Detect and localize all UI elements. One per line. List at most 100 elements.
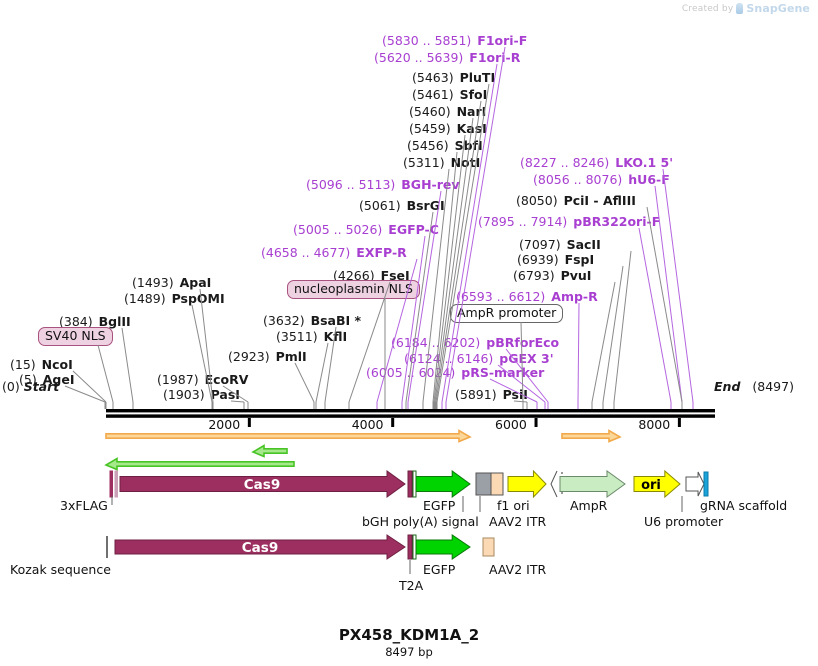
feature-label-3xflag: 3xFLAG: [60, 498, 108, 513]
feature-nls-left: [114, 470, 118, 498]
feature-egfp-row2: [415, 534, 471, 560]
annotation-name: PspOMI: [171, 291, 225, 306]
feature-aav2-itr-peach: [490, 472, 504, 496]
annotation-position: (8227 .. 8246): [520, 155, 610, 170]
feature-inline-label-ori: ori: [641, 478, 661, 493]
annotation-position: (1489): [124, 291, 166, 306]
annotation-label-kfli: (3511) KflI: [276, 330, 347, 344]
annotation-position: (5311): [403, 155, 445, 170]
annotation-label-hu6-f: (8056 .. 8076) hU6-F: [533, 173, 670, 187]
annotation-position: (5830 .. 5851): [382, 33, 472, 48]
feature-arrows: Cas9 ori Cas9: [106, 469, 709, 574]
leader-line: [513, 400, 528, 403]
annotation-name: PmlI: [275, 349, 307, 364]
leader-line: [422, 168, 450, 403]
leader-line: [72, 370, 107, 403]
annotation-name: PasI: [210, 387, 240, 402]
feature-label-egfp: EGFP: [423, 498, 456, 513]
annotation-label-f1ori-r: (5620 .. 5639) F1ori-R: [374, 51, 520, 65]
annotation-name: pBRforEco: [486, 335, 560, 350]
annotation-label-fsei: (4266) FseI: [333, 269, 410, 283]
annotation-position: (1493): [132, 275, 174, 290]
leader-line: [222, 385, 249, 403]
annotation-position: (8056 .. 8076): [533, 172, 623, 187]
annotation-position: (6939): [517, 252, 559, 267]
annotation-name: pGEX 3': [499, 351, 554, 366]
leader-line: [294, 362, 315, 403]
feature-grna-scaffold: [703, 471, 709, 497]
feature-box-sv40-nls: SV40 NLS: [38, 327, 113, 346]
leader-line: [199, 288, 214, 403]
leader-line: [434, 117, 474, 403]
annotation-position: (4658 .. 4677): [261, 245, 351, 260]
annotation-name: PsiI: [502, 387, 528, 402]
watermark-brand: SnapGene: [746, 2, 810, 15]
annotation-name: BsaBI *: [310, 313, 362, 328]
annotation-name: PluTI: [459, 70, 496, 85]
leader-line: [445, 46, 506, 403]
annotation-position: (5460): [409, 104, 451, 119]
annotation-name: AgeI: [42, 372, 75, 387]
annotation-position: (5): [19, 372, 37, 387]
ruler-tick-label: 2000: [208, 417, 241, 432]
leader-line: [407, 190, 442, 403]
annotation-name: SfoI: [459, 87, 488, 102]
feature-label-aav2-itr: AAV2 ITR: [489, 562, 547, 577]
annotation-name: PciI - AflIII: [563, 193, 636, 208]
leader-line: [505, 348, 549, 403]
ruler-tick: [677, 418, 681, 427]
leader-line: [230, 400, 245, 403]
annotation-name: EGFP-C: [388, 222, 439, 237]
leader-line: [315, 342, 329, 403]
leader-line: [638, 227, 672, 403]
annotation-label-pbr322ori-f: (7895 .. 7914) pBR322ori-F: [478, 215, 660, 229]
leader-line: [489, 378, 538, 403]
leader-line: [602, 265, 624, 403]
annotation-label-agei: (5) AgeI: [19, 373, 74, 387]
feature-ori: [633, 469, 681, 499]
annotation-position: (5461): [412, 87, 454, 102]
annotation-position: (1903): [163, 387, 205, 402]
annotation-name: FspI: [564, 252, 595, 267]
feature-label-f1-ori: f1 ori: [497, 498, 530, 513]
annotation-name: BglII: [98, 314, 131, 329]
annotation-position: (8050): [516, 193, 558, 208]
annotation-label-pcii-afliii: (8050) PciI - AflIII: [516, 194, 636, 208]
annotation-name: ApaI: [179, 275, 212, 290]
annotation-position: (6184 .. 6202): [391, 335, 481, 350]
annotation-position: (3632): [263, 313, 305, 328]
annotation-name: Amp-R: [551, 289, 598, 304]
feature-3xflag: [109, 470, 113, 498]
leader-lines: [64, 46, 694, 409]
leader-line: [646, 206, 683, 403]
feature-label-bgh-poly-a-: bGH poly(A) signal: [362, 514, 479, 529]
feature-label-ampr: AmpR: [570, 498, 608, 513]
annotation-name: SacII: [566, 237, 601, 252]
leader-line: [121, 327, 134, 403]
annotation-label-ecorv: (1987) EcoRV: [157, 373, 248, 387]
feature-ampr-cap: [550, 470, 558, 498]
annotation-name: NcoI: [41, 357, 73, 372]
snapgene-logo-icon: [736, 3, 744, 14]
annotation-name: F1ori-R: [469, 50, 521, 65]
annotation-label-pbrforeco: (6184 .. 6202) pBRforEco: [391, 336, 559, 350]
leader-line: [64, 385, 106, 403]
feature-cas9-row2: [114, 534, 406, 560]
annotation-label-pvui: (6793) PvuI: [513, 269, 591, 283]
annotation-name: hU6-F: [628, 172, 670, 187]
annotation-position: (5459): [409, 121, 451, 136]
primer-arrow-orange-forward-long: [105, 429, 472, 443]
annotation-position: (15): [10, 357, 36, 372]
ruler-tick-label: 8000: [638, 417, 671, 432]
annotation-label-amp-r: (6593 .. 6612) Amp-R: [456, 290, 598, 304]
leader-line: [654, 185, 683, 403]
annotation-position: (6793): [513, 268, 555, 283]
annotation-position: (5463): [412, 70, 454, 85]
annotation-label-egfp-c: (5005 .. 5026) EGFP-C: [293, 223, 439, 237]
primer-arrows: [104, 429, 622, 471]
annotation-position: (7895 .. 7914): [478, 214, 568, 229]
leader-line: [613, 250, 632, 403]
annotation-label-noti: (5311) NotI: [403, 156, 480, 170]
annotation-position: (2923): [228, 349, 270, 364]
